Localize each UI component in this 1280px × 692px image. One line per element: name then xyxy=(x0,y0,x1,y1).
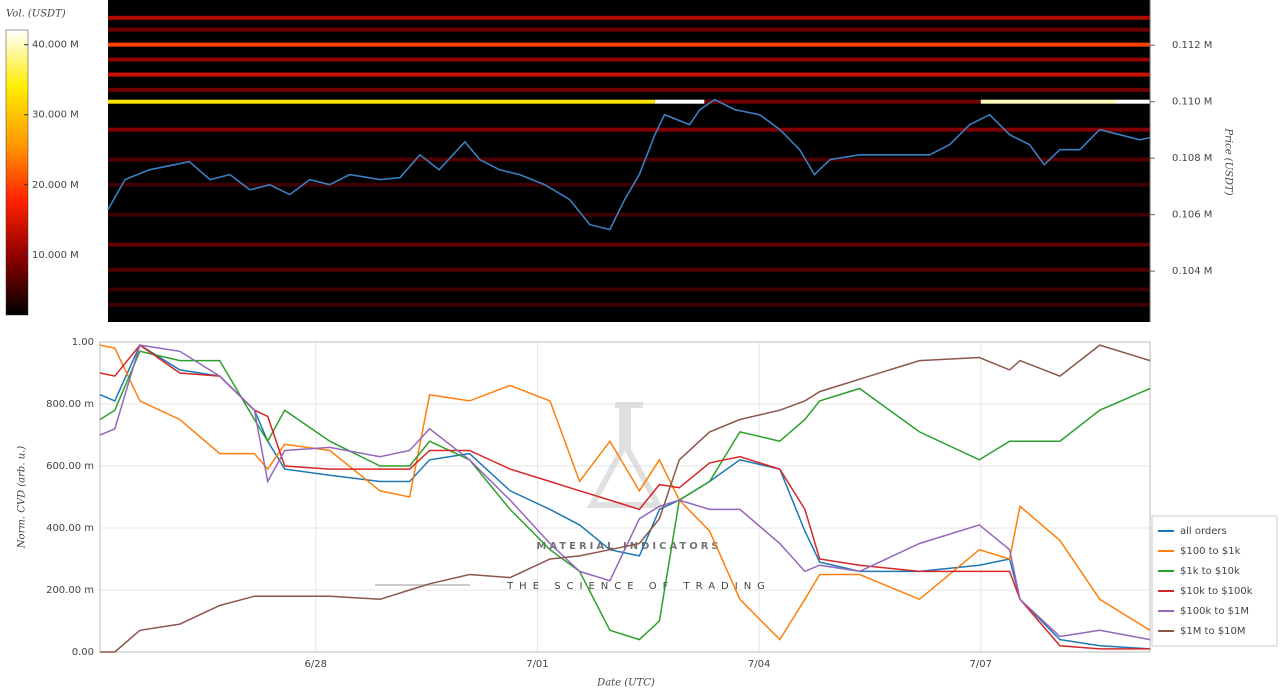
x-axis-label: Date (UTC) xyxy=(596,678,655,689)
watermark: MATERIAL INDICATORS xyxy=(536,541,721,552)
legend-box xyxy=(1151,515,1278,647)
colorbar-tick-label: 40.000 M xyxy=(32,40,79,51)
legend-label: all orders xyxy=(1180,526,1227,537)
x-tick-label: 7/04 xyxy=(748,659,770,670)
volume-level xyxy=(108,57,1150,62)
y-tick-label: 400.00 m xyxy=(46,523,94,534)
volume-level xyxy=(108,302,1150,307)
cvd-line xyxy=(99,344,1150,650)
volume-level xyxy=(108,87,1150,92)
y-tick-label: 0.108 M xyxy=(1172,153,1212,164)
x-tick-label: 6/28 xyxy=(305,659,327,670)
volume-level xyxy=(108,27,1150,32)
volume-level xyxy=(108,42,1150,47)
cvd-line xyxy=(99,350,1151,641)
volume-level xyxy=(108,287,1150,292)
x-tick-label: 7/07 xyxy=(970,659,992,670)
volume-level xyxy=(108,15,1150,20)
price-line xyxy=(107,98,1151,231)
volume-level xyxy=(704,99,981,104)
volume-level xyxy=(1116,99,1150,104)
y-tick-label: 0.112 M xyxy=(1172,40,1212,51)
y-tick-label: 800.00 m xyxy=(46,399,94,410)
colorbar xyxy=(5,29,29,316)
volume-level xyxy=(108,157,1150,162)
colorbar-tick-label: 10.000 M xyxy=(32,250,79,261)
volume-level xyxy=(980,99,1117,104)
volume-level xyxy=(108,127,1150,132)
y-tick-label: 600.00 m xyxy=(46,461,94,472)
legend-label: $1k to $10k xyxy=(1180,566,1240,577)
y-tick-label: 0.00 xyxy=(72,647,94,658)
volume-level xyxy=(108,99,655,104)
legend-label: $10k to $100k xyxy=(1180,586,1253,597)
x-tick-label: 7/01 xyxy=(526,659,548,670)
colorbar-title: Vol. (USDT) xyxy=(6,9,66,20)
legend-label: $100k to $1M xyxy=(1180,606,1249,617)
volume-level xyxy=(108,182,1150,187)
y-axis-label: Norm. CVD (arb. u.) xyxy=(17,446,28,549)
volume-level xyxy=(108,242,1150,247)
y-tick-label: 0.104 M xyxy=(1172,266,1212,277)
y-tick-label: 0.106 M xyxy=(1172,210,1212,221)
cvd-line xyxy=(99,344,1151,650)
cvd-line xyxy=(99,344,1151,641)
plot-frame xyxy=(99,341,1151,653)
watermark-flask xyxy=(586,402,664,508)
watermark-subtitle: THE SCIENCE OF TRADING xyxy=(506,581,771,592)
legend-label: $100 to $1k xyxy=(1180,546,1241,557)
y-tick-label: 200.00 m xyxy=(46,585,94,596)
volume-level xyxy=(108,212,1150,217)
colorbar-tick-label: 20.000 M xyxy=(32,180,79,191)
cvd-line xyxy=(99,344,1151,641)
volume-level xyxy=(108,267,1150,272)
volume-level xyxy=(108,72,1150,77)
cvd-line xyxy=(100,344,1151,653)
y-tick-label: 0.110 M xyxy=(1172,97,1212,108)
legend-label: $1M to $10M xyxy=(1180,626,1245,637)
colorbar-tick-label: 30.000 M xyxy=(32,110,79,121)
y-axis-label: Price (USDT) xyxy=(1223,127,1234,195)
volume-level xyxy=(654,99,705,104)
y-tick-label: 1.00 xyxy=(72,337,94,348)
